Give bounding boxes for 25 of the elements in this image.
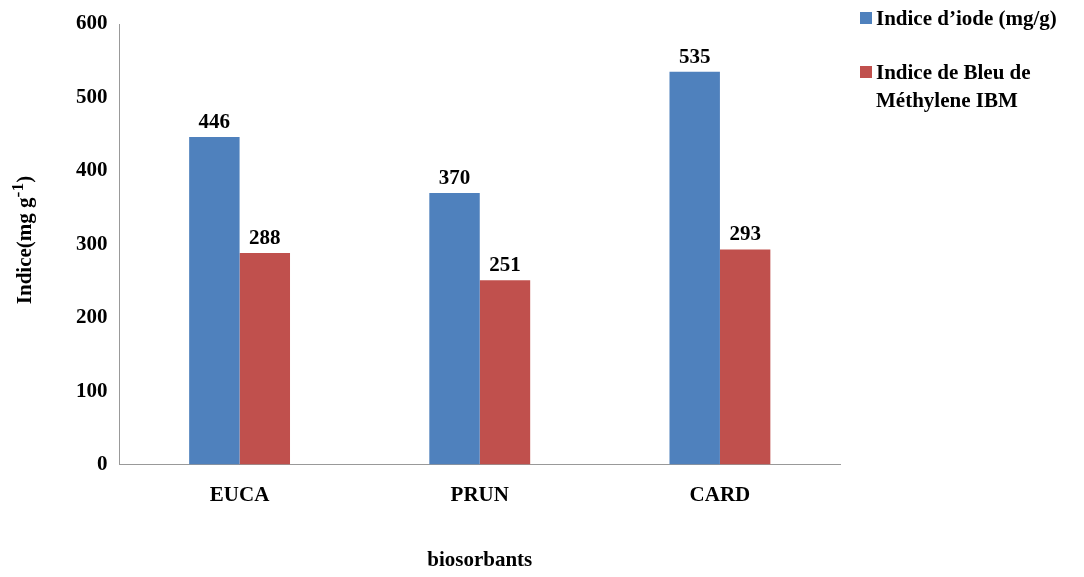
x-axis-title: biosorbants [427, 546, 533, 571]
data-label: 288 [249, 225, 281, 250]
bar [669, 71, 720, 465]
data-label: 535 [678, 43, 711, 68]
data-label: 446 [198, 109, 231, 134]
x-tick-label: CARD [689, 481, 751, 506]
bar [429, 192, 480, 465]
bar [189, 137, 240, 465]
y-tick-label: 200 [76, 304, 108, 329]
y-tick-label: 300 [76, 230, 108, 255]
legend-label: Indice d’iode (mg/g) [876, 5, 1057, 32]
bar [479, 280, 531, 465]
bar [719, 249, 771, 465]
bar [239, 253, 291, 465]
y-tick-label: 600 [76, 10, 108, 35]
y-tick-label: 100 [76, 377, 108, 402]
y-tick-label: 400 [76, 157, 108, 182]
y-tick-label: 0 [97, 451, 108, 476]
x-tick-label: PRUN [450, 481, 509, 506]
legend-label: Indice de Bleu de Méthylene IBM [876, 59, 1032, 114]
data-label: 370 [438, 164, 471, 189]
data-label: 251 [489, 252, 521, 277]
data-label: 293 [729, 221, 761, 246]
x-tick-label: EUCA [209, 481, 271, 506]
y-tick-label: 500 [76, 83, 108, 108]
